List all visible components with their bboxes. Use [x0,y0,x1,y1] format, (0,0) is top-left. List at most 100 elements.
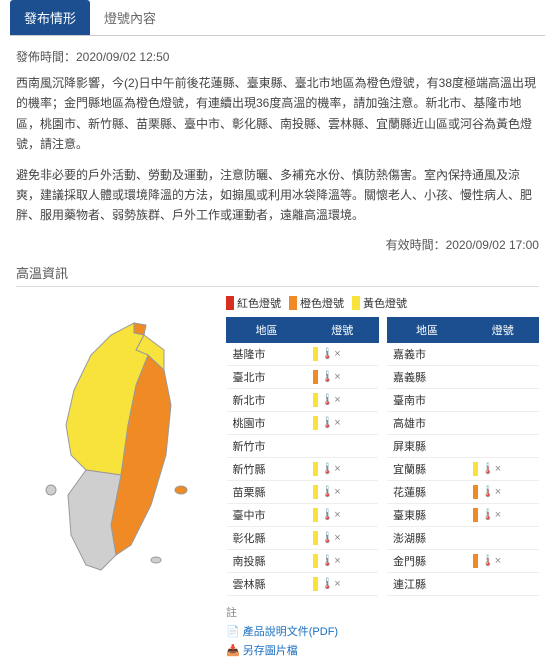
legend-yellow-swatch [352,296,360,310]
thermometer-icon: 🌡️× [481,462,501,475]
region-signal [467,434,538,457]
table-row: 基隆市 🌡️× [227,342,379,365]
signal-bar [313,370,318,384]
thermometer-icon: 🌡️× [321,347,341,360]
signal-bar [473,554,478,568]
thermometer-icon: 🌡️× [481,485,501,498]
region-name: 臺南市 [387,388,467,411]
region-signal [467,388,538,411]
note-label: 註 [226,607,237,619]
signal-bar [473,462,478,476]
warning-text-1: 西南風沉降影響，今(2)日中午前後花蓮縣、臺東縣、臺北市地區為橙色燈號，有38度… [16,73,539,155]
signal-bar [313,485,318,499]
signal-bar [313,531,318,545]
map-island-1 [46,485,56,495]
legend-red: 紅色燈號 [226,295,281,311]
table-row: 新竹縣 🌡️× [227,457,379,480]
region-signal: 🌡️× [467,480,538,503]
legend-orange: 橙色燈號 [289,295,344,311]
signal-bar [473,508,478,522]
region-name: 新北市 [227,388,307,411]
region-signal: 🌡️× [307,388,378,411]
table-row: 花蓮縣 🌡️× [387,480,539,503]
region-name: 連江縣 [387,572,467,595]
region-name: 基隆市 [227,342,307,365]
region-name: 新竹市 [227,434,307,457]
region-signal: 🌡️× [307,342,378,365]
table-row: 高雄市 [387,411,539,434]
thermometer-icon: 🌡️× [321,485,341,498]
table-row: 苗栗縣 🌡️× [227,480,379,503]
save-image-link[interactable]: 📥 另存圖片檔 [226,642,539,658]
region-name: 苗栗縣 [227,480,307,503]
region-name: 高雄市 [387,411,467,434]
table-row: 新北市🌡️× [227,388,379,411]
warning-text-2: 避免非必要的戶外活動、勞動及運動，注意防曬、多補充水份、慎防熱傷害。室內保持通風… [16,165,539,226]
signal-bar [313,554,318,568]
table-row: 連江縣 [387,572,539,595]
region-name: 花蓮縣 [387,480,467,503]
pdf-link[interactable]: 📄 產品說明文件(PDF) [226,623,539,639]
region-signal [467,526,538,549]
signal-bar [313,347,318,361]
signal-bar [313,577,318,591]
region-name: 澎湖縣 [387,526,467,549]
table-row: 臺東縣🌡️× [387,503,539,526]
thermometer-icon: 🌡️× [321,577,341,590]
map-island-3 [151,557,161,563]
th-region: 地區 [387,317,467,342]
table-row: 雲林縣 🌡️× [227,572,379,595]
region-table-right: 地區 燈號 嘉義市嘉義縣臺南市高雄市屏東縣宜蘭縣🌡️×花蓮縣🌡️×臺東縣🌡️×澎… [387,317,540,596]
region-name: 屏東縣 [387,434,467,457]
region-signal [467,572,538,595]
region-name: 金門縣 [387,549,467,572]
region-signal: 🌡️× [467,503,538,526]
tab-publish[interactable]: 發布情形 [10,0,90,35]
publish-time: 發佈時間：2020/09/02 12:50 [16,48,539,65]
region-name: 嘉義縣 [387,365,467,388]
table-row: 嘉義縣 [387,365,539,388]
region-signal: 🌡️× [307,503,378,526]
region-signal: 🌡️× [467,457,538,480]
legend-yellow: 黃色燈號 [352,295,407,311]
table-row: 新竹市 [227,434,379,457]
signal-bar [313,462,318,476]
footer-links: 註 📄 產品說明文件(PDF) 📥 另存圖片檔 [226,604,539,658]
table-row: 屏東縣 [387,434,539,457]
table-row: 金門縣🌡️× [387,549,539,572]
table-row: 臺中市 🌡️× [227,503,379,526]
region-table-left: 地區 燈號 基隆市🌡️×臺北市🌡️×新北市🌡️×桃園市🌡️×新竹市新竹縣🌡️×苗… [226,317,379,596]
table-row: 桃園市🌡️× [227,411,379,434]
region-signal [467,365,538,388]
signal-bar [473,485,478,499]
region-name: 雲林縣 [227,572,307,595]
region-name: 臺中市 [227,503,307,526]
region-name: 臺北市 [227,365,307,388]
table-row: 宜蘭縣 🌡️× [387,457,539,480]
legend-orange-label: 橙色燈號 [300,295,344,311]
table-row: 南投縣🌡️× [227,549,379,572]
tab-signal-content[interactable]: 燈號內容 [90,0,170,35]
map-island-2 [175,486,187,494]
region-name: 新竹縣 [227,457,307,480]
region-signal: 🌡️× [307,480,378,503]
signal-bar [313,416,318,430]
th-signal: 燈號 [467,317,538,342]
region-name: 臺東縣 [387,503,467,526]
table-row: 臺南市 [387,388,539,411]
valid-time: 有效時間：2020/09/02 17:00 [16,236,539,253]
region-signal: 🌡️× [307,457,378,480]
region-signal: 🌡️× [467,549,538,572]
signal-bar [313,393,318,407]
region-name: 桃園市 [227,411,307,434]
region-name: 彰化縣 [227,526,307,549]
region-signal [307,434,378,457]
th-region: 地區 [227,317,307,342]
region-signal: 🌡️× [307,526,378,549]
table-row: 臺北市🌡️× [227,365,379,388]
legend-red-label: 紅色燈號 [237,295,281,311]
thermometer-icon: 🌡️× [321,462,341,475]
region-name: 宜蘭縣 [387,457,467,480]
legend-red-swatch [226,296,234,310]
thermometer-icon: 🌡️× [321,508,341,521]
